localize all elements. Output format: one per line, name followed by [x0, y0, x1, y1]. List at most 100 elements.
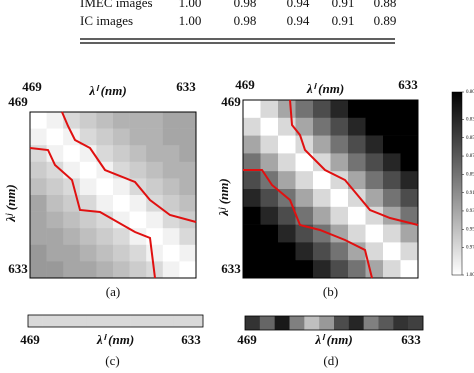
- heat-cell: [260, 189, 279, 208]
- heat-cell: [243, 153, 261, 172]
- heat-cell: [162, 244, 180, 262]
- heat-cell: [179, 195, 197, 212]
- heat-cell: [179, 112, 197, 129]
- heat-cell: [162, 112, 180, 129]
- strip-cell: [274, 316, 290, 330]
- heat-cell: [400, 260, 419, 279]
- heat-cell: [383, 100, 401, 119]
- heat-cell: [179, 128, 197, 146]
- strip-cell: [86, 315, 102, 327]
- strip-cell: [348, 316, 364, 330]
- heat-cell: [313, 135, 331, 154]
- heat-cell: [313, 117, 331, 136]
- heat-cell: [79, 195, 97, 212]
- heat-cell: [79, 128, 97, 146]
- x-axis-label: λⁱ (nm): [96, 332, 134, 347]
- strip-cell: [259, 316, 275, 330]
- strip-cell: [42, 315, 58, 327]
- heat-cell: [330, 117, 349, 136]
- x-end: 633: [176, 79, 196, 94]
- panel-label: (c): [105, 353, 119, 368]
- heat-cell: [348, 100, 366, 119]
- heat-cell: [96, 112, 114, 129]
- table-cell: 0.98: [234, 0, 257, 10]
- heat-cell: [63, 261, 81, 279]
- strip-cell: [393, 316, 409, 330]
- heat-cell: [79, 244, 97, 262]
- heat-cell: [330, 260, 349, 279]
- heat-cell: [96, 178, 114, 196]
- heat-cell: [348, 242, 366, 261]
- colorbar-label: 0.85: [466, 136, 474, 141]
- heat-cell: [383, 189, 401, 208]
- heat-cell: [330, 224, 349, 243]
- frame: [27, 314, 204, 328]
- heat-cell: [79, 211, 97, 229]
- heat-cell: [295, 135, 314, 154]
- heat-cell: [295, 171, 314, 190]
- heat-cell: [313, 260, 331, 279]
- heat-cell: [146, 128, 164, 146]
- heat-cell: [129, 128, 147, 146]
- heat-cell: [30, 244, 47, 262]
- heat-cell: [46, 211, 64, 229]
- colorbar-label: 0.91: [466, 191, 474, 196]
- heat-cell: [243, 171, 261, 190]
- heat-cell: [96, 195, 114, 212]
- boundary: [243, 169, 373, 279]
- heat-cell: [179, 145, 197, 163]
- heat-cell: [146, 178, 164, 196]
- heat-cell: [278, 135, 296, 154]
- x-axis-label: λⁱ (nm): [314, 332, 352, 347]
- heat-cell: [30, 261, 47, 279]
- heat-cell: [278, 224, 296, 243]
- heat-cell: [295, 242, 314, 261]
- heat-cell: [30, 161, 47, 179]
- heat-cell: [243, 117, 261, 136]
- heat-cell: [348, 189, 366, 208]
- heat-cell: [383, 171, 401, 190]
- heat-cell: [30, 195, 47, 212]
- heat-cell: [365, 117, 384, 136]
- heat-cell: [243, 260, 261, 279]
- heat-cell: [383, 260, 401, 279]
- heat-cell: [79, 228, 97, 246]
- heat-cell: [260, 206, 279, 225]
- heat-cell: [162, 211, 180, 229]
- heat-cell: [129, 244, 147, 262]
- heat-cell: [63, 161, 81, 179]
- heat-cell: [260, 153, 279, 172]
- heat-cell: [113, 244, 130, 262]
- heat-cell: [295, 153, 314, 172]
- y-start: 469: [221, 94, 241, 109]
- table-cell: 1.00: [179, 0, 202, 10]
- strip-cell: [130, 315, 145, 327]
- boundary: [61, 111, 197, 223]
- heat-cell: [348, 135, 366, 154]
- heat-cell: [79, 145, 97, 163]
- table-cell: 0.94: [287, 0, 310, 10]
- heat-cell: [179, 161, 197, 179]
- heat-cell: [162, 145, 180, 163]
- heat-cell: [113, 145, 130, 163]
- heat-cell: [63, 244, 81, 262]
- x-end: 633: [398, 77, 418, 92]
- row-label: IC images: [80, 13, 133, 28]
- heat-cell: [129, 195, 147, 212]
- heat-cell: [96, 244, 114, 262]
- y-end: 633: [221, 261, 241, 276]
- table-cell: 0.91: [332, 13, 355, 28]
- heat-cell: [113, 228, 130, 246]
- heat-cell: [113, 128, 130, 146]
- y-axis-label: λʲ (nm): [216, 178, 231, 216]
- strip-cell: [245, 316, 261, 330]
- strip-cell: [408, 316, 424, 330]
- heat-cell: [162, 228, 180, 246]
- heat-cell: [365, 206, 384, 225]
- colorbar-label: 0.80: [466, 90, 474, 95]
- heat-cell: [313, 100, 331, 119]
- heat-cell: [383, 224, 401, 243]
- heat-cell: [260, 242, 279, 261]
- heat-cell: [146, 244, 164, 262]
